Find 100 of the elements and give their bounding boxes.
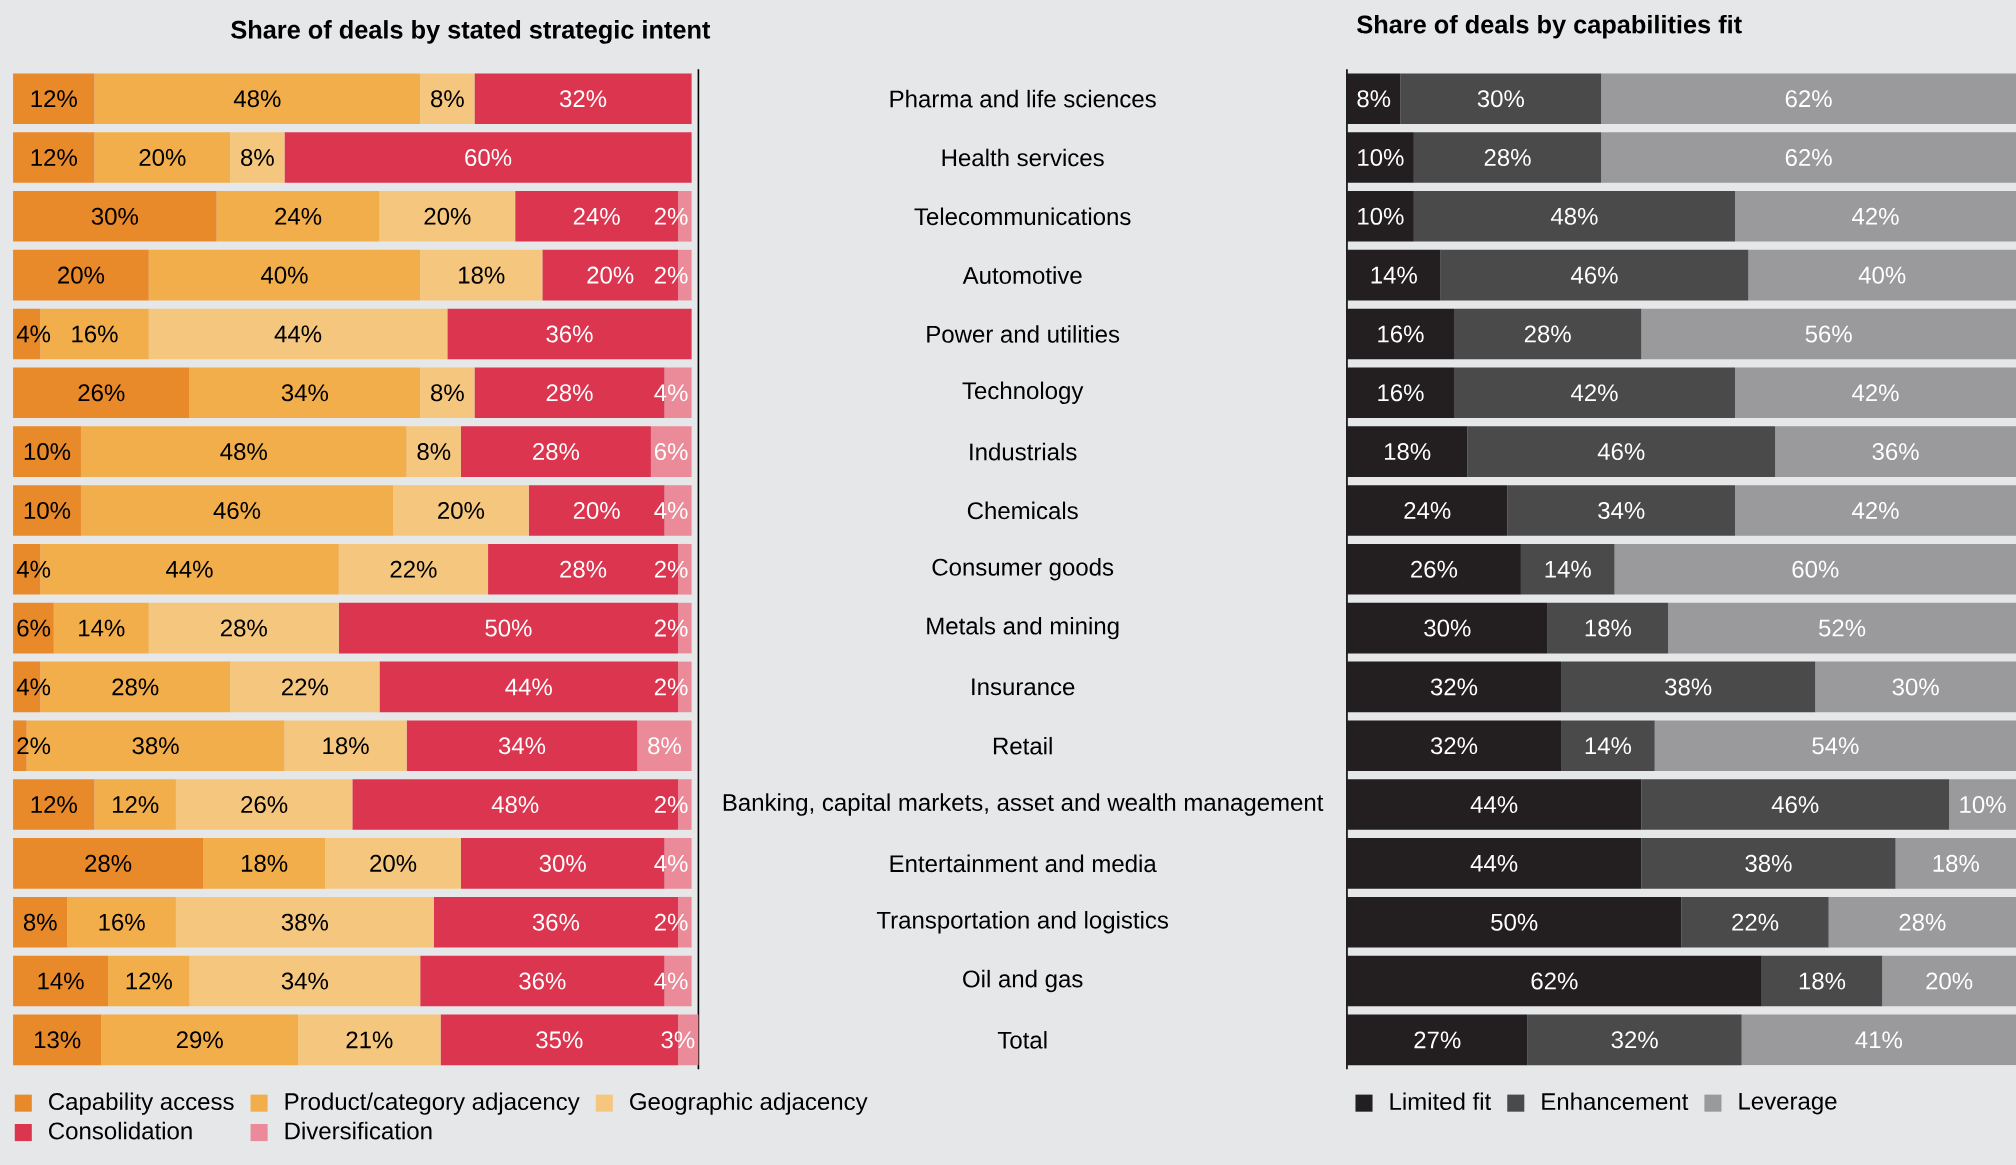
data-label: 38% [1665,678,1712,696]
bar [203,838,326,889]
bar [1641,308,2016,360]
data-label: 18% [1585,619,1632,637]
bar [13,602,54,654]
y-tick-label: Industrials [970,442,1077,461]
bar [1520,543,1615,595]
data-label: 44% [166,560,213,578]
data-label: 18% [1799,972,1846,990]
data-label: 2% [654,207,688,225]
bar [13,896,68,948]
data-label: 36% [546,325,593,343]
y-tick-label: Automotive [962,266,1082,284]
data-label: 2% [654,913,688,931]
data-label: 20% [587,266,634,284]
y-tick-label: Insurance [972,678,1075,696]
bar [1346,73,1401,124]
data-label: 52% [1819,619,1866,637]
data-label: 16% [1378,325,1424,343]
bar [420,73,475,124]
data-label: 10% [24,443,71,461]
data-label: 22% [390,560,437,578]
bar [1346,720,1562,772]
bar [13,955,109,1007]
bar [379,191,516,242]
data-label: 12% [31,90,77,108]
data-label: 32% [1611,1031,1658,1049]
bar [1775,426,2016,477]
data-label: 12% [31,796,77,813]
y-tick-label: Retail [993,736,1052,755]
bar [406,426,461,477]
data-label: 34% [281,972,329,990]
data-label: 22% [282,678,329,696]
data-label: 46% [1771,796,1819,814]
bar [298,1014,441,1066]
bar [1346,485,1508,536]
legend-label: Enhancement [1542,1092,1689,1111]
data-label: 30% [1477,90,1524,108]
bar [1748,249,2016,301]
data-label: 26% [1411,560,1458,578]
chart-title: Share of deals by stated strategic intent [231,20,711,44]
bar [1561,720,1655,772]
data-label: 40% [261,266,308,284]
data-label: 28% [112,678,159,696]
data-label: 20% [58,266,105,284]
data-label: 60% [465,148,512,166]
data-label: 62% [1531,972,1578,990]
bar [1547,602,1669,654]
data-label: 16% [99,913,145,931]
data-label: 20% [370,854,417,872]
bar [80,426,407,477]
legend-label: Consolidation [49,1121,192,1140]
data-label: 46% [1597,443,1645,461]
data-label: 20% [424,207,471,225]
bar [1346,191,1414,242]
data-label: 14% [38,972,84,990]
y-tick-label: Total [997,1031,1047,1049]
data-label: 16% [1378,384,1424,402]
bar [1761,955,1883,1007]
bar [393,485,529,536]
data-label: 20% [438,501,485,519]
bar [460,426,651,477]
bar [13,838,204,889]
data-label: 42% [1852,384,1899,402]
bar [1400,73,1602,124]
y-tick-label: Banking, capital markets, asset and wealth management [723,793,1324,816]
bar [420,249,543,301]
data-label: 40% [1858,266,1906,284]
bar [13,132,95,183]
data-label: 8% [1357,90,1391,108]
data-label: 46% [213,501,261,519]
bar [1454,367,1735,419]
bar [1681,896,1829,948]
data-label: 20% [1926,972,1973,990]
bar [80,485,394,536]
data-label: 2% [654,796,688,813]
data-label: 18% [459,266,505,284]
data-label: 4% [16,325,51,343]
data-label: 10% [24,501,71,519]
bar [94,73,421,124]
bar [1735,485,2016,536]
data-label: 44% [505,678,552,696]
data-label: 42% [1571,384,1618,402]
bar [148,602,339,654]
data-label: 44% [1470,796,1518,813]
legend-label: Leverage [1739,1092,1837,1115]
bar [13,367,190,419]
y-tick-label: Technology [962,381,1084,404]
data-label: 8% [431,384,464,402]
data-label: 22% [1732,913,1779,931]
data-label: 32% [559,90,607,108]
data-label: 21% [346,1031,393,1049]
data-label: 48% [220,443,267,461]
data-label: 8% [417,443,451,461]
data-label: 10% [1960,796,2006,814]
bar [1346,602,1548,654]
bar [1413,191,1735,242]
bar [1527,1014,1742,1066]
bar [1346,838,1642,889]
bar [108,955,190,1007]
